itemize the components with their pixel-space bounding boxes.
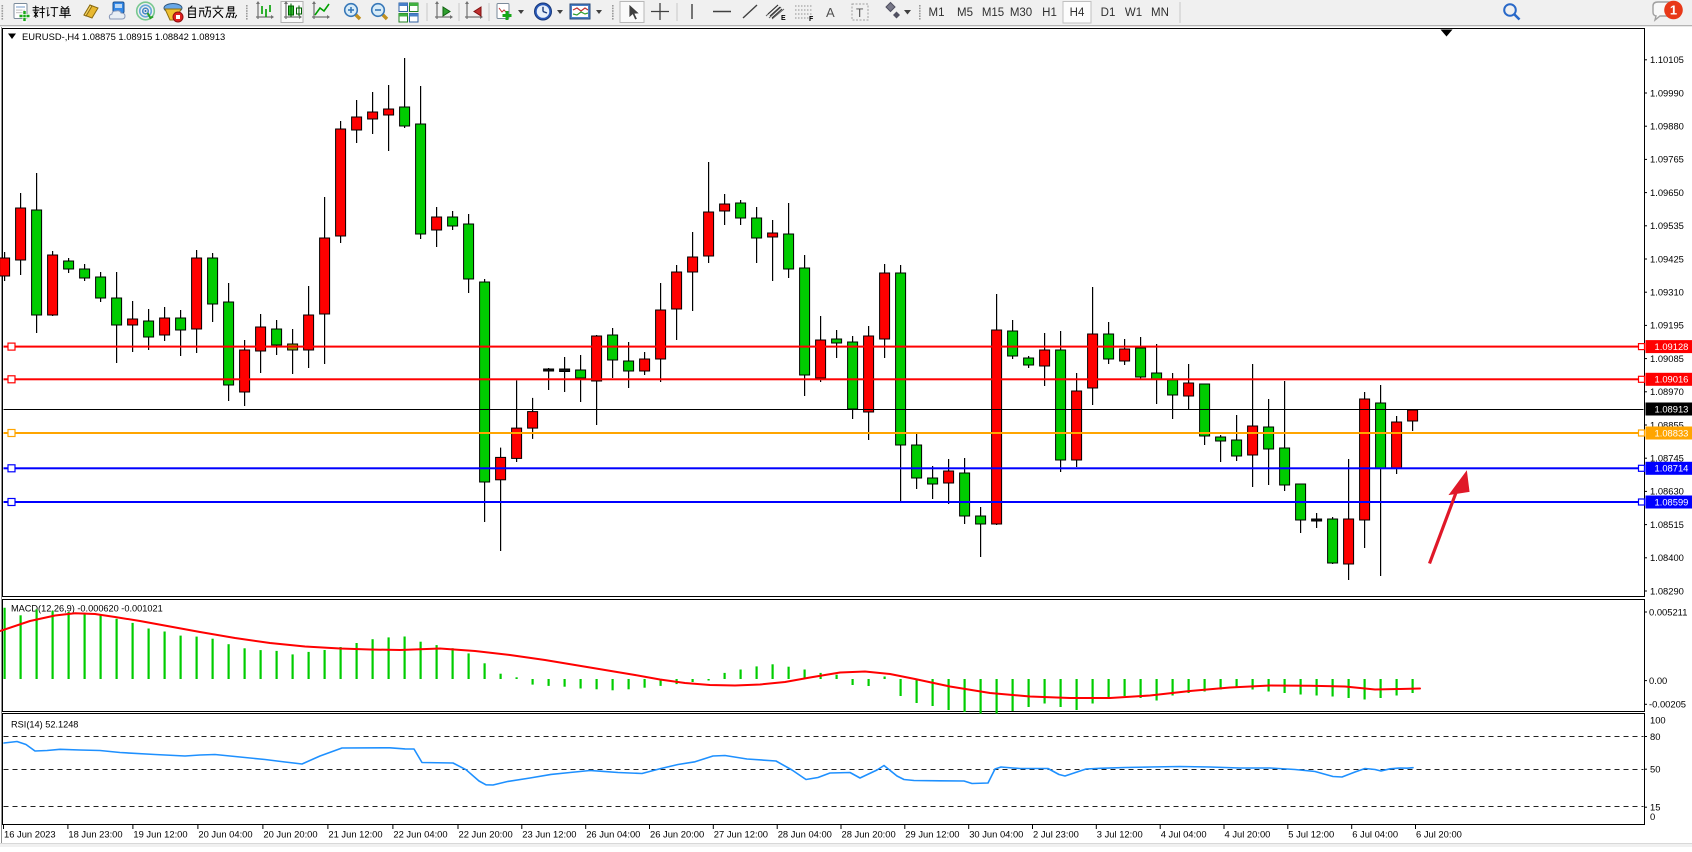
svg-text:0.005211: 0.005211: [1649, 606, 1687, 617]
svg-text:22 Jun 04:00: 22 Jun 04:00: [393, 829, 447, 840]
svg-text:1.09650: 1.09650: [1650, 187, 1684, 198]
svg-text:1.09425: 1.09425: [1650, 253, 1684, 264]
svg-text:M5: M5: [957, 7, 973, 19]
svg-text:5 Jul 12:00: 5 Jul 12:00: [1288, 829, 1334, 840]
svg-text:1.08515: 1.08515: [1650, 519, 1684, 530]
svg-text:1.08970: 1.08970: [1650, 386, 1684, 397]
svg-text:1.09195: 1.09195: [1650, 320, 1684, 331]
svg-text:16 Jun 2023: 16 Jun 2023: [4, 829, 56, 840]
svg-text:22 Jun 20:00: 22 Jun 20:00: [459, 829, 513, 840]
svg-text:80: 80: [1650, 731, 1660, 742]
svg-text:T: T: [856, 6, 864, 20]
svg-text:1.08630: 1.08630: [1650, 486, 1684, 497]
svg-text:RSI(14) 52.1248: RSI(14) 52.1248: [11, 720, 78, 730]
svg-text:1.09880: 1.09880: [1650, 121, 1684, 132]
svg-text:0: 0: [1650, 811, 1655, 822]
svg-text:23 Jun 12:00: 23 Jun 12:00: [522, 829, 576, 840]
svg-text:3 Jul 12:00: 3 Jul 12:00: [1097, 829, 1143, 840]
svg-text:1.08833: 1.08833: [1655, 427, 1689, 438]
svg-text:1.08714: 1.08714: [1655, 463, 1689, 474]
svg-text:MACD(12,26,9) -0.000620 -0.001: MACD(12,26,9) -0.000620 -0.001021: [11, 603, 163, 613]
svg-text:H1: H1: [1042, 7, 1057, 19]
svg-text:M1: M1: [929, 7, 945, 19]
svg-text:30 Jun 04:00: 30 Jun 04:00: [969, 829, 1023, 840]
svg-text:1.09535: 1.09535: [1650, 220, 1684, 231]
svg-text:M30: M30: [1010, 7, 1032, 19]
svg-text:4 Jul 20:00: 4 Jul 20:00: [1225, 829, 1271, 840]
svg-text:100: 100: [1650, 715, 1666, 726]
svg-text:1.08400: 1.08400: [1650, 552, 1684, 563]
svg-text:6 Jul 04:00: 6 Jul 04:00: [1352, 829, 1398, 840]
svg-text:1.08290: 1.08290: [1650, 585, 1684, 596]
svg-text:1.09310: 1.09310: [1650, 287, 1684, 298]
svg-text:2 Jul 23:00: 2 Jul 23:00: [1033, 829, 1079, 840]
svg-text:27 Jun 12:00: 27 Jun 12:00: [714, 829, 768, 840]
svg-text:MN: MN: [1151, 7, 1169, 19]
svg-text:0.00: 0.00: [1649, 675, 1667, 686]
svg-text:M15: M15: [982, 7, 1004, 19]
svg-text:19 Jun 12:00: 19 Jun 12:00: [133, 829, 187, 840]
svg-text:6 Jul 20:00: 6 Jul 20:00: [1416, 829, 1462, 840]
svg-text:26 Jun 04:00: 26 Jun 04:00: [586, 829, 640, 840]
svg-text:1.08913: 1.08913: [1655, 403, 1689, 414]
svg-text:EURUSD-,H4 1.08875 1.08915 1.: EURUSD-,H4 1.08875 1.08915 1.08842 1.089…: [22, 31, 225, 42]
svg-text:H4: H4: [1070, 7, 1085, 19]
svg-text:1.08599: 1.08599: [1655, 496, 1689, 507]
svg-text:4 Jul 04:00: 4 Jul 04:00: [1161, 829, 1207, 840]
svg-text:20 Jun 04:00: 20 Jun 04:00: [198, 829, 252, 840]
svg-text:50: 50: [1650, 764, 1660, 775]
svg-text:D1: D1: [1101, 7, 1116, 19]
svg-text:20 Jun 20:00: 20 Jun 20:00: [263, 829, 317, 840]
svg-text:1.09085: 1.09085: [1650, 353, 1684, 364]
svg-text:28 Jun 20:00: 28 Jun 20:00: [842, 829, 896, 840]
svg-text:1.09765: 1.09765: [1650, 154, 1684, 165]
svg-text:18 Jun 23:00: 18 Jun 23:00: [68, 829, 122, 840]
svg-text:1.09128: 1.09128: [1655, 341, 1689, 352]
svg-text:1.09016: 1.09016: [1655, 374, 1689, 385]
svg-text:1.09990: 1.09990: [1650, 87, 1684, 98]
svg-text:1.10105: 1.10105: [1650, 54, 1684, 65]
svg-text:28 Jun 04:00: 28 Jun 04:00: [778, 829, 832, 840]
svg-text:1: 1: [1670, 3, 1677, 18]
svg-text:21 Jun 12:00: 21 Jun 12:00: [328, 829, 382, 840]
svg-text:-0.00205: -0.00205: [1649, 699, 1686, 710]
svg-text:F: F: [809, 16, 814, 23]
svg-text:E: E: [781, 15, 786, 22]
svg-text:W1: W1: [1125, 7, 1142, 19]
svg-text:A: A: [826, 5, 835, 20]
svg-text:29 Jun 12:00: 29 Jun 12:00: [905, 829, 959, 840]
svg-text:26 Jun 20:00: 26 Jun 20:00: [650, 829, 704, 840]
